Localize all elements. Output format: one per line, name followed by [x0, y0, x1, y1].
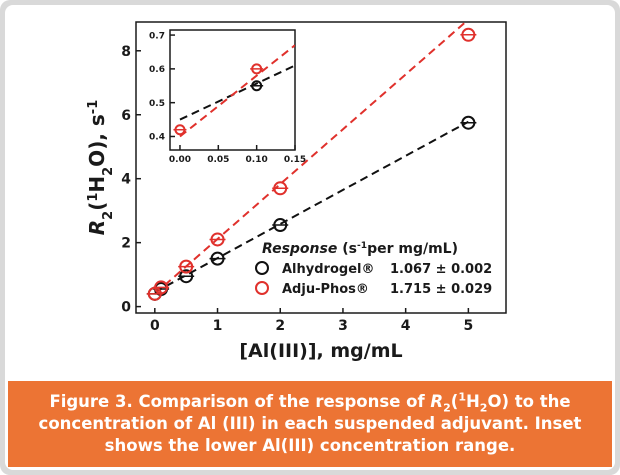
text-part: -1 — [86, 100, 101, 114]
text-part: R — [85, 220, 109, 235]
rich-text: R2(1H2O), s-1 — [85, 100, 116, 236]
fit-line — [154, 22, 466, 295]
x-tick-label: 0.05 — [207, 155, 229, 165]
text-part: -1 — [357, 241, 367, 251]
y-tick-label: 0.7 — [149, 31, 165, 41]
fit-line — [179, 44, 295, 138]
x-tick-label: 5 — [463, 318, 473, 334]
rich-text: Response (s-1per mg/mL) — [262, 241, 458, 257]
y-tick-label: 0.4 — [149, 133, 165, 143]
x-tick-label: 0.10 — [246, 155, 268, 165]
legend-slope: 1.067 ± 0.002 — [390, 262, 492, 277]
x-tick-label: 3 — [338, 318, 348, 334]
marker — [461, 115, 476, 130]
caption: Figure 3. Comparison of the response of … — [8, 381, 612, 467]
marker — [174, 124, 186, 136]
y-tick-label: 6 — [121, 108, 131, 124]
text-part: 1 — [86, 193, 101, 202]
caption-part: H — [465, 392, 480, 411]
y-tick-label: 8 — [121, 44, 131, 60]
caption-part: ( — [450, 392, 459, 411]
x-tick-label: 1 — [213, 318, 223, 334]
caption-part: 2 — [443, 401, 451, 415]
marker — [273, 218, 288, 233]
marker — [210, 232, 225, 247]
text-part: per mg/mL) — [367, 241, 458, 257]
x-tick-label: 2 — [275, 318, 285, 334]
text-part: ( — [85, 202, 109, 211]
legend-label: Alhydrogel® — [282, 262, 374, 277]
text-part: 2 — [101, 211, 116, 220]
legend-slope: 1.715 ± 0.029 — [390, 282, 492, 297]
fit-line — [154, 120, 469, 294]
marker — [179, 269, 194, 284]
y-tick-label: 0 — [121, 300, 131, 316]
x-tick-label: 0 — [150, 318, 160, 334]
text-part: O), s — [85, 114, 109, 167]
x-tick-label: 0.00 — [169, 155, 191, 165]
legend-marker — [255, 281, 269, 295]
marker — [251, 63, 263, 75]
marker — [179, 259, 194, 274]
x-tick-label: 0.15 — [284, 155, 306, 165]
caption-part: 1 — [458, 390, 466, 404]
marker — [210, 251, 225, 266]
legend-label: Adju-Phos® — [282, 282, 369, 297]
y-tick-label: 4 — [121, 172, 131, 188]
legend-marker — [255, 261, 269, 275]
caption-part: R — [430, 392, 444, 411]
marker — [273, 181, 288, 196]
marker — [154, 280, 169, 295]
x-axis-label: [Al(III)], mg/mL — [239, 340, 402, 362]
text-part: (s — [337, 241, 357, 257]
y-tick-label: 0.6 — [149, 65, 165, 75]
y-tick-label: 2 — [121, 236, 131, 252]
marker — [251, 80, 263, 92]
text-part: 2 — [101, 167, 116, 176]
y-tick-label: 0.5 — [149, 99, 165, 109]
marker — [461, 27, 476, 42]
caption-part: O) to the concentration of Al (III) in e… — [38, 392, 582, 455]
x-tick-label: 4 — [401, 318, 411, 334]
fit-line — [179, 64, 295, 121]
text-part: Response — [262, 241, 337, 257]
text-part: H — [85, 176, 109, 193]
caption-part: Figure 3. Comparison of the response of — [49, 392, 431, 411]
caption-part: 2 — [479, 401, 488, 415]
plot-frame — [169, 29, 296, 151]
